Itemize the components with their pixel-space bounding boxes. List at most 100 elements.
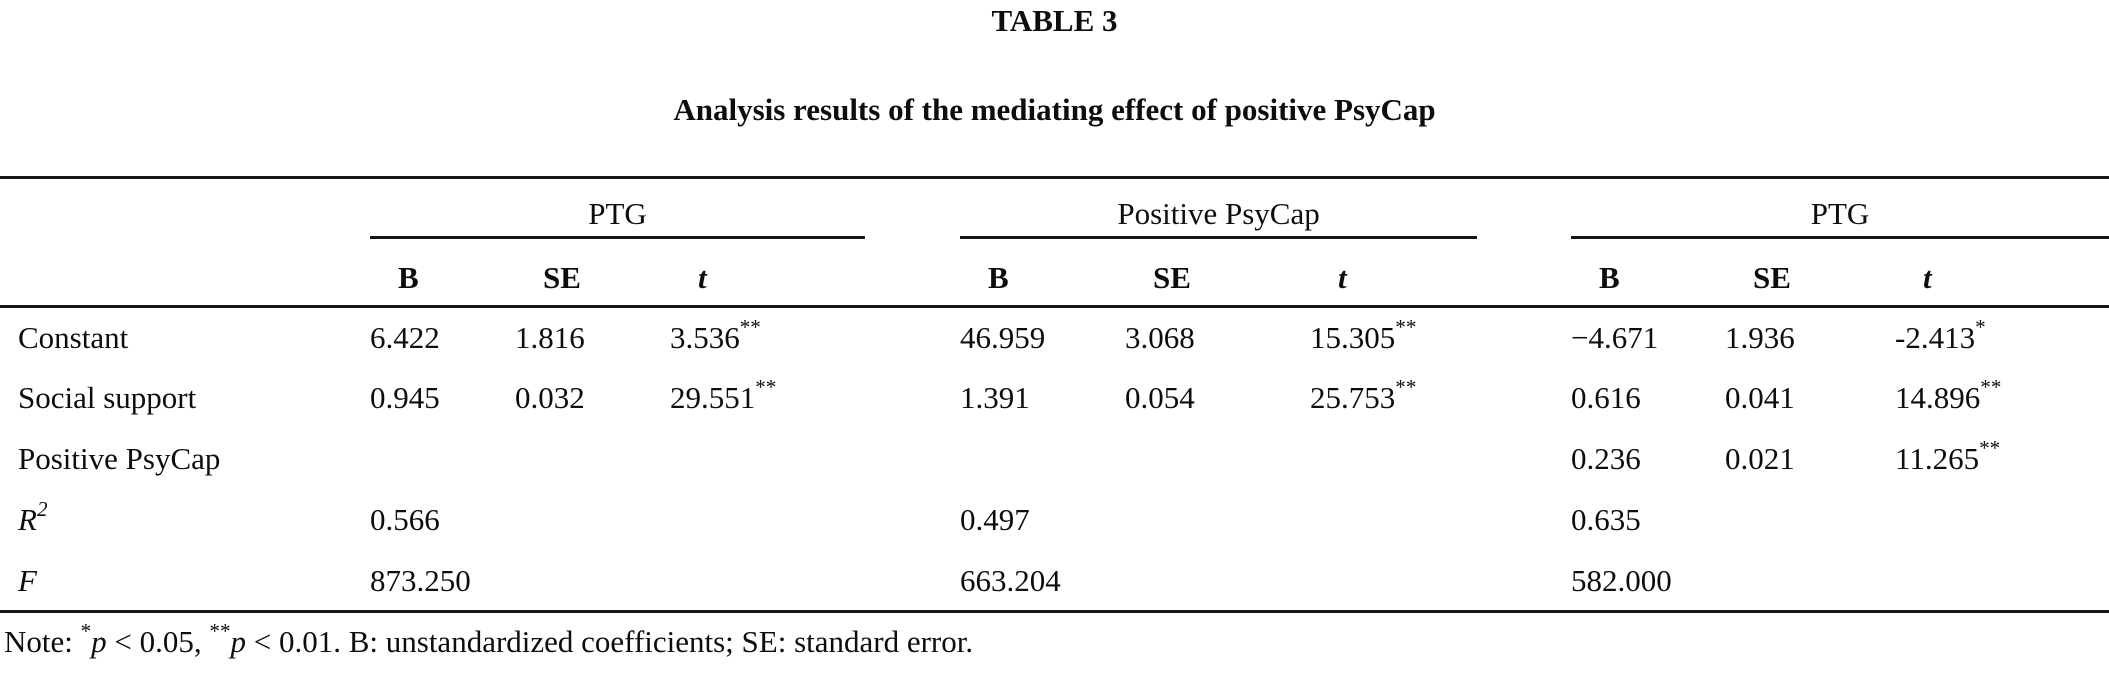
group-header-positive-psycap: Positive PsyCap xyxy=(960,177,1478,240)
table-cell: −4.671 xyxy=(1571,320,1659,356)
note-text: Note: xyxy=(4,624,81,660)
column-gap xyxy=(865,490,960,551)
table-cell: 582.000 xyxy=(1571,562,1672,598)
table-cell: 11.265** xyxy=(1895,436,2001,477)
table-cell xyxy=(670,490,865,551)
table-cell: 873.250 xyxy=(370,562,471,598)
significance-marker: ** xyxy=(209,619,231,644)
row-label: Social support xyxy=(18,380,197,416)
significance-marker: ** xyxy=(739,315,761,340)
table-body: Constant 6.422 1.816 3.536** 46.959 3.068 15.3… xyxy=(0,307,2109,612)
table-cell xyxy=(1725,551,1895,612)
table-number-title: TABLE 3 xyxy=(991,3,1118,38)
table-cell: 663.204 xyxy=(960,562,1061,598)
table-cell: 0.635 xyxy=(1571,502,1641,538)
column-gap xyxy=(1477,178,1571,238)
table-cell xyxy=(370,429,515,490)
table-cell xyxy=(1125,551,1310,612)
col-header-se: SE xyxy=(1125,237,1311,309)
table-cell: 1.936 xyxy=(1725,320,1795,356)
row-label: Positive PsyCap xyxy=(18,441,221,477)
results-table: PTG Positive PsyCap PTG B SE t B SE t B … xyxy=(0,176,2109,614)
table-cell: 0.945 xyxy=(370,380,440,416)
table-cell: 25.753** xyxy=(1310,375,1417,416)
col-header-b: B xyxy=(1571,237,1726,309)
table-cell: 1.816 xyxy=(515,320,585,356)
table-cell: 0.236 xyxy=(1571,441,1641,477)
table-cell: 0.041 xyxy=(1725,380,1795,416)
significance-marker: ** xyxy=(1395,375,1417,400)
significance-marker: * xyxy=(1975,315,1986,340)
column-gap xyxy=(865,551,960,612)
table-cell: 1.391 xyxy=(960,380,1030,416)
corner-cell xyxy=(0,178,370,238)
note-text: < 0.01. B: unstandardized coefficients; … xyxy=(245,624,974,660)
table-cell xyxy=(515,429,670,490)
significance-marker: * xyxy=(80,619,92,644)
significance-marker: ** xyxy=(1980,375,2002,400)
table-cell xyxy=(1895,551,2109,612)
col-header-se: SE xyxy=(515,237,670,309)
col-header-t: t xyxy=(1895,237,2109,309)
table-cell: 29.551** xyxy=(670,375,777,416)
note-text: < 0.05, xyxy=(106,624,210,660)
group-header-row: PTG Positive PsyCap PTG xyxy=(0,177,2109,240)
column-gap xyxy=(865,429,960,490)
table-cell xyxy=(1310,490,1477,551)
row-label: F xyxy=(18,562,37,598)
column-gap xyxy=(1477,307,1571,368)
table-cell: 3.068 xyxy=(1125,320,1195,356)
table-cell: 3.536** xyxy=(670,315,761,356)
table-row: F 873.250 663.204 582.000 xyxy=(0,551,2109,612)
table-cell: -2.413* xyxy=(1895,315,1986,356)
table-cell xyxy=(515,551,670,612)
table-cell xyxy=(1310,551,1477,612)
table-row: Constant 6.422 1.816 3.536** 46.959 3.068 15.3… xyxy=(0,307,2109,368)
corner-cell xyxy=(0,237,370,309)
table-cell: 0.566 xyxy=(370,502,440,538)
column-gap xyxy=(1477,368,1571,429)
table-cell: 6.422 xyxy=(370,320,440,356)
table-cell: 0.021 xyxy=(1725,441,1795,477)
significance-marker: ** xyxy=(755,375,777,400)
table-cell xyxy=(1895,490,2109,551)
table-row: Positive PsyCap 0.236 0.021 11.265** xyxy=(0,429,2109,490)
column-gap xyxy=(865,307,960,368)
table-cell: 0.616 xyxy=(1571,380,1641,416)
col-header-b: B xyxy=(370,237,515,309)
column-gap xyxy=(1477,490,1571,551)
significance-marker: ** xyxy=(1395,315,1417,340)
col-header-b: B xyxy=(960,237,1126,309)
table-cell: 0.497 xyxy=(960,502,1030,538)
row-label: Constant xyxy=(18,320,129,356)
table-cell xyxy=(1725,490,1895,551)
note-italic-text: p xyxy=(91,624,107,660)
col-header-t: t xyxy=(670,237,866,309)
table-cell xyxy=(960,429,1125,490)
table-note: Note: *p < 0.05, **p < 0.01. B: unstanda… xyxy=(0,621,2109,660)
table-cell: 15.305** xyxy=(1310,315,1417,356)
table-caption: Analysis results of the mediating effect… xyxy=(673,91,1436,127)
row-label-superscript: 2 xyxy=(36,497,48,522)
column-gap xyxy=(1477,429,1571,490)
col-header-t: t xyxy=(1310,237,1478,309)
row-label: R2 xyxy=(18,497,48,538)
column-gap xyxy=(1477,237,1572,309)
table-cell xyxy=(670,551,865,612)
column-gap xyxy=(865,178,960,238)
table-cell xyxy=(515,490,670,551)
table-cell: 46.959 xyxy=(960,320,1046,356)
table-row: R2 0.566 0.497 0.635 xyxy=(0,490,2109,551)
column-gap xyxy=(1477,551,1571,612)
group-header-ptg-1: PTG xyxy=(370,177,866,240)
table-cell xyxy=(1125,429,1310,490)
table-cell xyxy=(1310,429,1477,490)
table-cell xyxy=(670,429,865,490)
table-row: Social support 0.945 0.032 29.551** 1.391 0.0… xyxy=(0,368,2109,429)
table-cell: 0.032 xyxy=(515,380,585,416)
note-italic-text: p xyxy=(230,624,246,660)
table-cell: 0.054 xyxy=(1125,380,1195,416)
group-header-ptg-2: PTG xyxy=(1571,177,2109,240)
significance-marker: ** xyxy=(1979,436,2001,461)
